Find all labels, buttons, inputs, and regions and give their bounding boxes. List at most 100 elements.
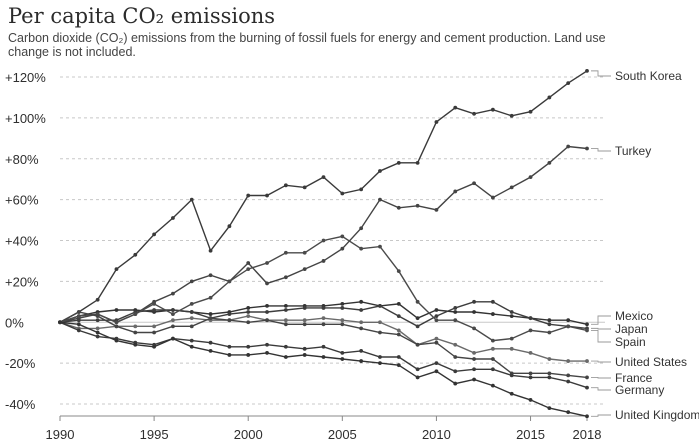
data-point (340, 322, 345, 327)
data-point (302, 185, 307, 190)
data-point (434, 314, 439, 319)
data-point (453, 310, 458, 314)
data-point (359, 359, 364, 363)
data-point (152, 301, 157, 306)
data-point (472, 181, 476, 186)
data-point (246, 310, 251, 314)
series-label: Germany (615, 383, 664, 397)
chart-subtitle: Carbon dioxide (CO₂) emissions from the … (8, 31, 606, 59)
data-point (378, 244, 382, 249)
data-point (283, 275, 288, 280)
data-point (321, 322, 326, 327)
data-point (547, 160, 552, 165)
data-point (340, 234, 345, 239)
y-tick-label: +100% (5, 111, 46, 126)
data-point (227, 318, 232, 323)
data-point (152, 324, 157, 329)
y-tick-label: 0% (5, 315, 24, 330)
data-point (472, 351, 476, 355)
data-point (453, 355, 458, 359)
data-point (434, 120, 439, 124)
series-label: United Kingdom (615, 408, 699, 422)
data-point (95, 326, 100, 331)
data-point (528, 375, 533, 380)
data-point (246, 306, 251, 310)
data-point (95, 318, 100, 323)
data-point (434, 361, 439, 366)
data-point (415, 316, 420, 321)
data-point (95, 334, 100, 339)
data-point (302, 306, 307, 310)
data-point (283, 318, 288, 323)
data-point (189, 316, 194, 321)
data-point (359, 308, 364, 312)
data-point (585, 414, 589, 419)
data-point (472, 367, 476, 372)
data-point (265, 193, 269, 198)
data-point (472, 326, 476, 331)
data-point (547, 406, 552, 410)
data-point (189, 301, 194, 306)
data-point (378, 197, 382, 202)
y-tick-label: +20% (5, 274, 39, 289)
data-point (509, 391, 514, 396)
data-point (283, 304, 288, 308)
data-point (133, 330, 138, 335)
data-point (302, 346, 307, 351)
label-leader (591, 414, 611, 417)
data-point (585, 385, 589, 390)
data-point (114, 324, 119, 329)
data-point (340, 351, 345, 355)
label-leader (591, 327, 611, 330)
data-point (547, 95, 552, 100)
data-point (189, 344, 194, 349)
data-point (566, 81, 571, 86)
data-point (566, 373, 571, 378)
data-point (547, 375, 552, 380)
data-point (133, 252, 138, 257)
data-point (415, 367, 420, 372)
data-point (227, 312, 232, 316)
data-point (283, 344, 288, 349)
data-point (171, 308, 175, 312)
data-point (490, 195, 495, 200)
data-point (566, 379, 571, 384)
data-point (321, 344, 326, 349)
data-point (246, 344, 251, 349)
data-point (302, 267, 307, 272)
data-point (227, 353, 232, 357)
data-point (547, 322, 552, 327)
data-point (528, 398, 533, 402)
data-point (283, 183, 288, 188)
data-point (283, 308, 288, 312)
data-point (321, 175, 326, 180)
data-point (359, 246, 364, 251)
data-point (396, 205, 401, 210)
label-leader (591, 329, 611, 343)
data-point (302, 250, 307, 255)
data-point (114, 320, 119, 325)
data-point (396, 328, 401, 333)
data-point (585, 359, 589, 363)
data-point (528, 175, 533, 180)
data-point (302, 322, 307, 327)
data-point (378, 355, 382, 359)
data-point (547, 357, 552, 361)
data-point (152, 308, 157, 312)
data-point (189, 338, 194, 343)
data-point (340, 357, 345, 361)
data-point (453, 381, 458, 386)
data-point (434, 207, 439, 212)
data-point (265, 261, 269, 265)
data-point (171, 312, 175, 316)
data-point (509, 336, 514, 341)
data-point (528, 328, 533, 333)
data-point (453, 369, 458, 374)
data-point (453, 105, 458, 110)
data-point (359, 320, 364, 325)
data-point (265, 342, 269, 347)
data-point (528, 316, 533, 321)
series-line (59, 70, 588, 323)
x-tick-label: 2010 (422, 427, 451, 442)
